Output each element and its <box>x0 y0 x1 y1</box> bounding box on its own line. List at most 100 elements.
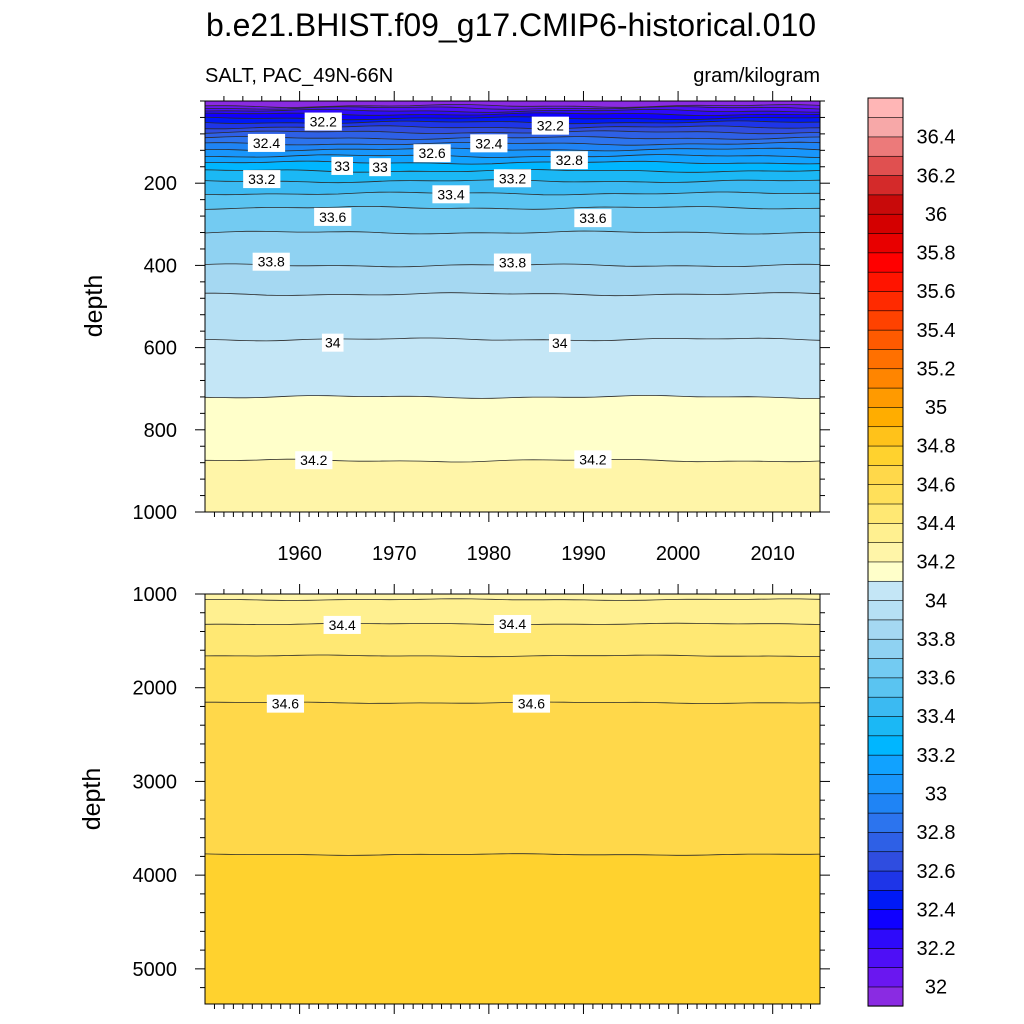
y-tick-label: 800 <box>144 420 177 442</box>
lower-contour-labels: 34.4 34.4 34.6 34.6 <box>266 614 551 713</box>
colorbar-swatch <box>867 947 904 968</box>
contour-label-box <box>512 694 551 713</box>
upper-fill-band <box>205 459 820 512</box>
contour-label-box <box>470 134 508 153</box>
colorbar-tick-label: 34.8 <box>917 436 956 458</box>
colorbar-tick-label: 32.4 <box>917 899 956 921</box>
contour-label: 33.2 <box>248 171 275 187</box>
upper-plot-frame <box>204 100 821 513</box>
contour-label: 32.4 <box>475 135 502 151</box>
colorbar-swatch <box>867 754 904 775</box>
colorbar-swatch <box>867 696 904 717</box>
colorbar-swatch <box>867 484 904 505</box>
y-tick-label: 600 <box>144 338 177 360</box>
lower-contour-line <box>205 654 820 658</box>
colorbar-swatch <box>867 522 904 543</box>
y-tick-label: 3000 <box>133 771 178 793</box>
contour-label-box <box>432 185 470 204</box>
colorbar-tick-label: 36 <box>925 204 947 226</box>
contour-label: 34.6 <box>518 696 545 712</box>
colorbar-swatch <box>867 136 904 157</box>
colorbar-tick-label: 34 <box>925 590 947 612</box>
x-tick-label: 1960 <box>277 543 322 565</box>
upper-contour-line <box>205 337 820 342</box>
colorbar-swatch <box>867 348 904 370</box>
y-tick-label: 2000 <box>133 678 178 700</box>
colorbar-swatch <box>867 213 904 234</box>
colorbar-swatch <box>867 928 904 949</box>
y-tick-label: 1000 <box>133 502 178 524</box>
colorbar-swatch <box>867 870 904 891</box>
colorbar-swatch <box>867 445 904 466</box>
upper-contour-line <box>205 104 820 108</box>
contour-label: 33 <box>372 159 388 175</box>
contour-label: 34.4 <box>499 616 526 632</box>
colorbar-tick-label: 36.4 <box>917 127 956 149</box>
colorbar-swatch <box>867 831 904 853</box>
colorbar-swatch <box>867 329 904 350</box>
colorbar-swatch <box>867 117 904 138</box>
contour-label-box <box>574 209 612 228</box>
colorbar-swatch <box>867 773 904 795</box>
colorbar-swatch <box>867 851 904 872</box>
colorbar-tick-label: 34.2 <box>917 552 956 574</box>
contour-label-box <box>247 133 286 152</box>
contour-label-box <box>369 158 391 177</box>
y-tick-label: 400 <box>144 255 177 277</box>
upper-depth-panel: 32.2 32.2 32.4 32.4 32.6 32.8 33 33 33.2 33.2 33.4… <box>80 91 830 565</box>
colorbar-swatch <box>867 464 904 485</box>
chart-title: b.e21.BHIST.f09_g17.CMIP6-historical.010 <box>206 7 816 43</box>
contour-label: 33.2 <box>499 170 526 186</box>
contour-label: 34.2 <box>579 451 606 467</box>
contour-label: 34.6 <box>272 696 299 712</box>
colorbar-swatch <box>867 194 904 215</box>
contour-label-box <box>314 207 352 226</box>
upper-contour-labels: 32.2 32.2 32.4 32.4 32.6 32.8 33 33 33.2 33.2 33.4… <box>243 112 612 470</box>
colorbar-tick-label: 33 <box>925 783 947 805</box>
colorbar-swatch <box>867 599 904 621</box>
colorbar-swatch <box>867 290 904 312</box>
contour-label: 33.6 <box>319 209 346 225</box>
colorbar-swatch <box>867 310 904 331</box>
lower-contour-line <box>205 701 820 704</box>
contour-label: 32.6 <box>418 145 445 161</box>
contour-label: 33.6 <box>579 210 606 226</box>
contour-label-box <box>413 144 451 163</box>
upper-contour-line <box>205 154 820 158</box>
contour-label: 32.4 <box>253 135 280 151</box>
colorbar-swatch <box>867 638 904 659</box>
upper-contour-line <box>205 147 820 152</box>
upper-contour-line <box>205 108 820 113</box>
upper-contour-line <box>205 136 820 140</box>
units-subtitle: gram/kilogram <box>693 65 820 87</box>
contour-label-box <box>574 450 612 469</box>
colorbar-tick-label: 32.6 <box>917 861 956 883</box>
colorbar-swatch <box>867 232 904 254</box>
upper-contour-line <box>205 292 820 297</box>
colorbar-swatch <box>867 793 904 814</box>
colorbar-swatch <box>867 619 904 640</box>
contour-label: 34 <box>325 335 341 351</box>
x-tick-label: 2010 <box>750 543 795 565</box>
contour-label-box <box>493 614 532 633</box>
colorbar-tick-label: 36.2 <box>917 165 956 187</box>
lower-plot-frame <box>204 593 821 1005</box>
colorbar-tick-label: 33.4 <box>917 706 956 728</box>
lower-filled-contours <box>205 594 820 1004</box>
colorbar-tick-label: 35.8 <box>917 243 956 265</box>
colorbar-swatch <box>867 909 904 930</box>
colorbar-swatch <box>867 252 904 273</box>
colorbar-tick-label: 34.6 <box>917 474 956 496</box>
contour-label-box <box>295 451 333 470</box>
colorbar-tick-label: 34.4 <box>917 513 956 535</box>
colorbar-tick-label: 32 <box>925 977 947 999</box>
contour-label: 32.8 <box>556 152 583 168</box>
lower-fill-band <box>205 853 820 1004</box>
upper-y-axis-title: depth <box>80 275 108 338</box>
contour-label-box <box>493 169 532 188</box>
upper-contour-line <box>205 160 820 165</box>
contour-label-box <box>323 615 361 634</box>
colorbar-swatch <box>867 368 904 389</box>
contour-label-box <box>243 170 281 189</box>
